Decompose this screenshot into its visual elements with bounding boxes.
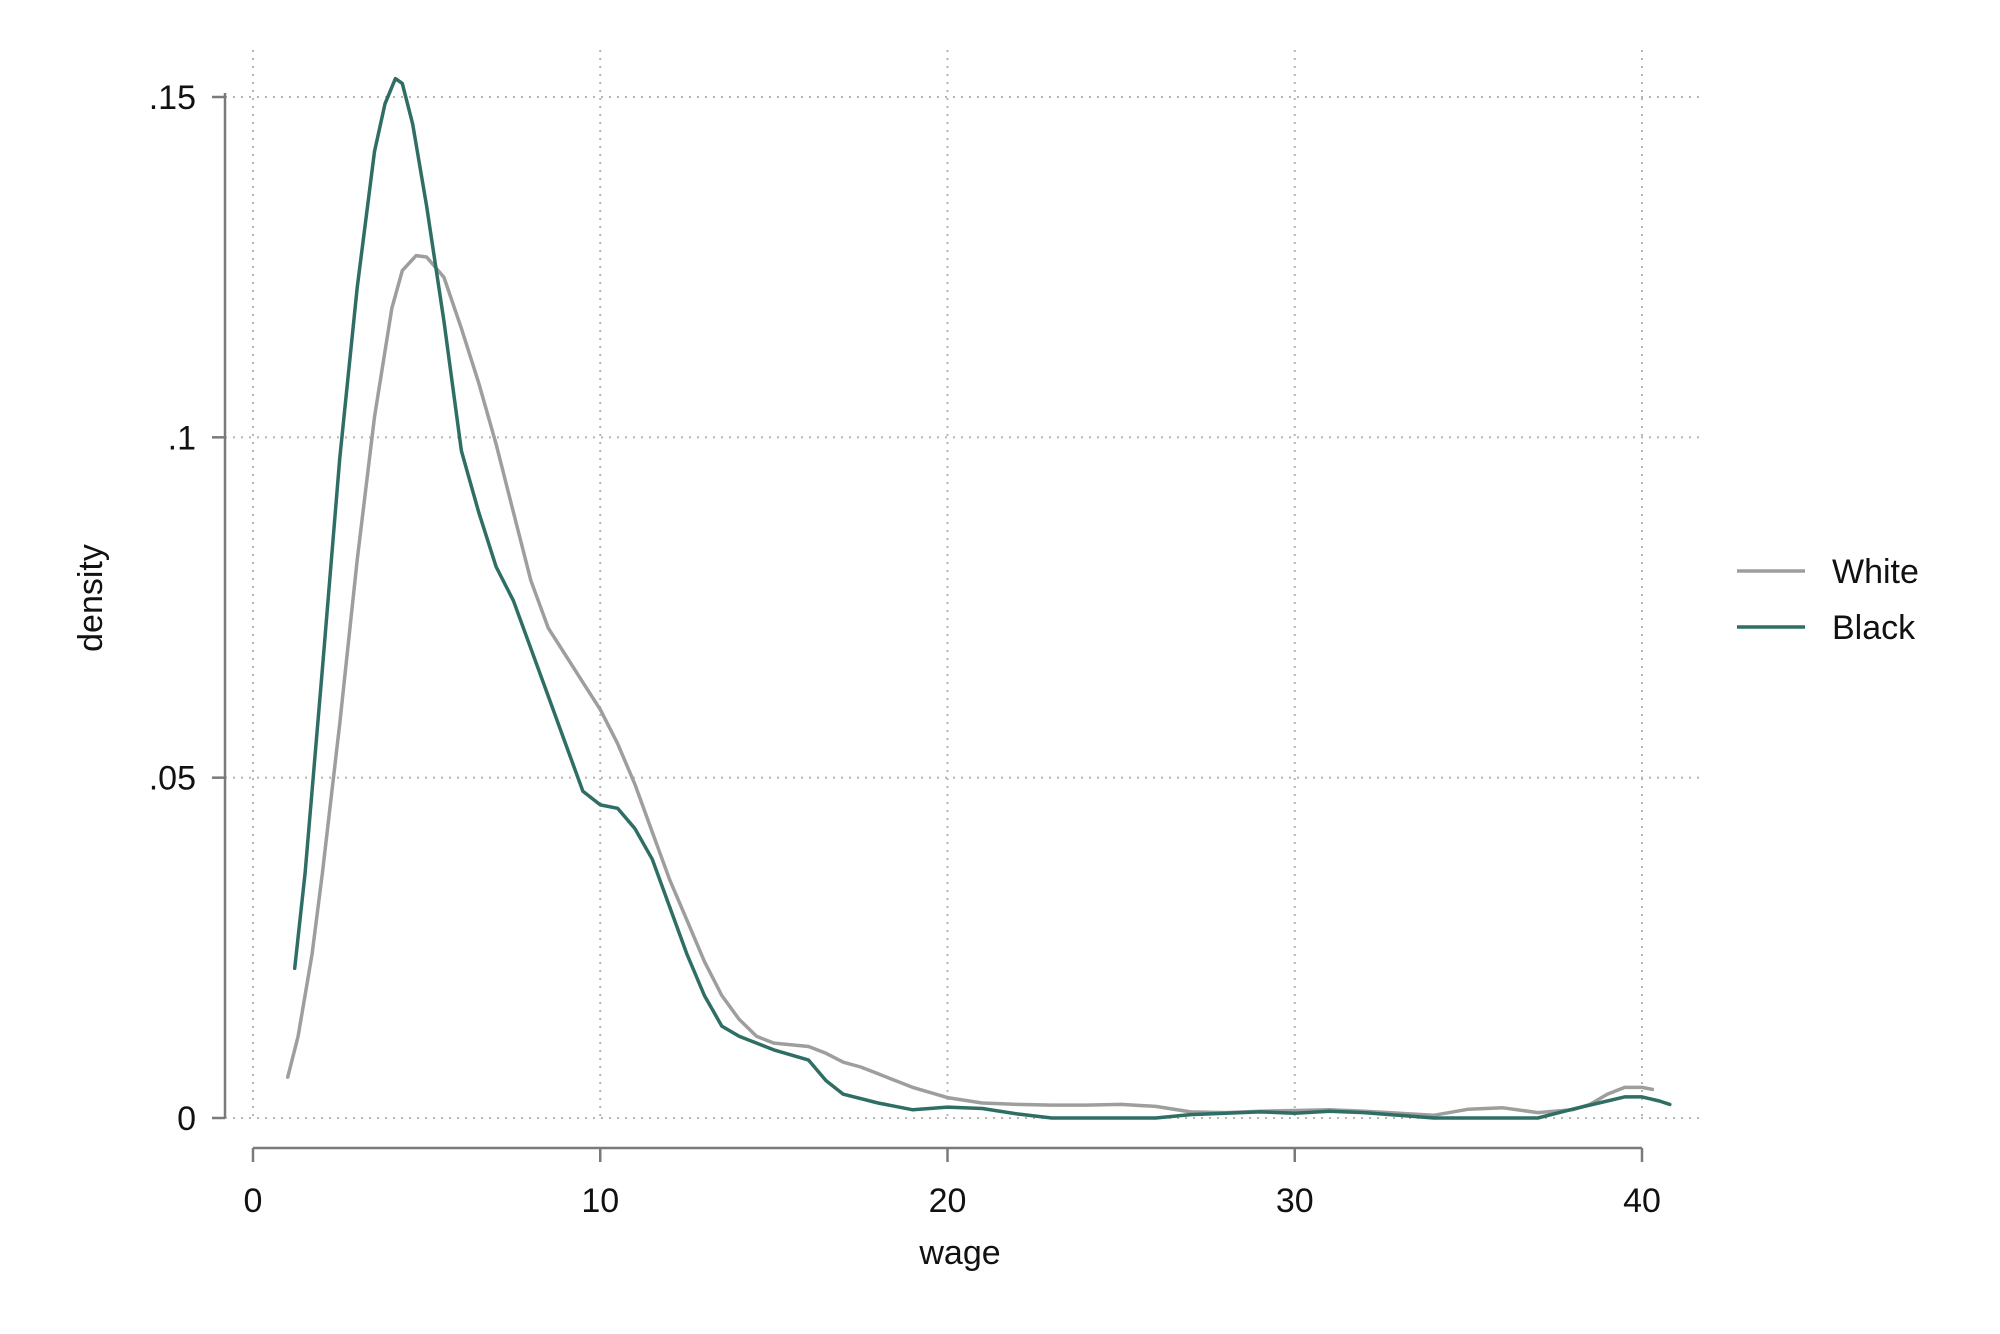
series-line-white — [285, 253, 1655, 1118]
x-tick-label: 40 — [1623, 1182, 1661, 1220]
grid-lines — [225, 50, 1700, 1120]
y-tick-label: 0 — [177, 1100, 196, 1138]
x-tick-label: 10 — [581, 1182, 619, 1220]
legend: White Black — [1737, 553, 1919, 647]
y-axis-title: density — [72, 544, 110, 652]
y-tick-label: .15 — [149, 79, 196, 117]
x-tick-label: 0 — [244, 1182, 263, 1220]
y-tick-label: .1 — [168, 419, 196, 457]
y-tick-label: .05 — [149, 760, 196, 798]
y-axis-ticks: 0 .05 .1 .15 — [149, 79, 225, 1138]
x-tick-label: 20 — [929, 1182, 967, 1220]
legend-label-white: White — [1832, 553, 1919, 591]
legend-label-black: Black — [1832, 609, 1916, 647]
series-lines — [285, 76, 1672, 1120]
series-line-black — [292, 76, 1672, 1120]
x-axis-title: wage — [918, 1234, 1000, 1272]
x-axis-ticks: 0 10 20 30 40 — [244, 1148, 1661, 1220]
x-tick-label: 30 — [1276, 1182, 1314, 1220]
